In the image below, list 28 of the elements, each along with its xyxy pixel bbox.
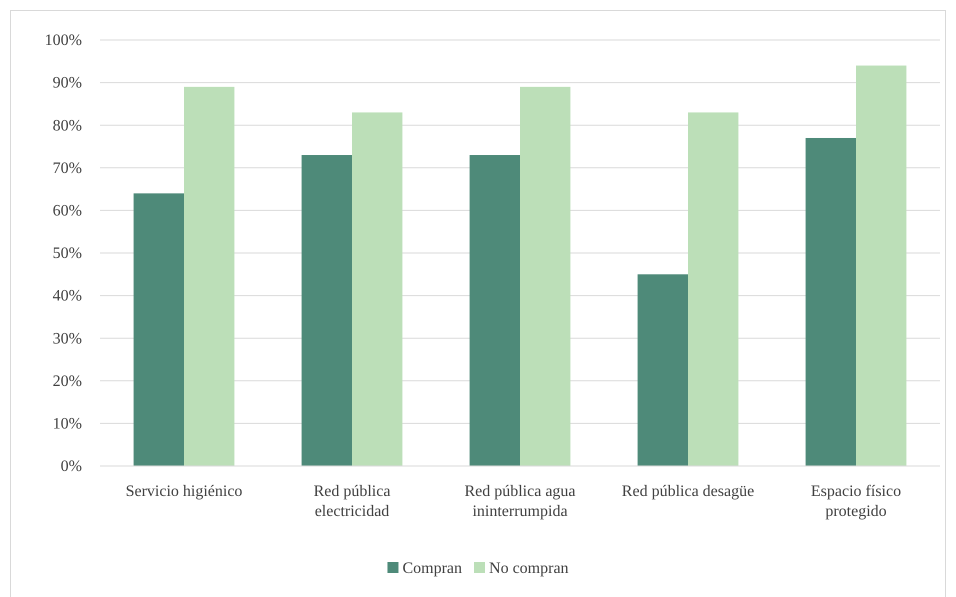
y-tick-label: 0%: [60, 458, 82, 476]
x-tick-label: Servicio higiénico: [126, 483, 242, 500]
y-tick-label: 80%: [52, 117, 82, 134]
y-tick-label: 90%: [52, 74, 82, 92]
x-tick-label: Espacio físico protegido: [810, 483, 902, 520]
y-tick-label: 70%: [52, 160, 82, 177]
x-tick-label: Red pública electricidad: [314, 483, 390, 520]
legend-label: Compran: [402, 560, 462, 577]
y-tick-label: 10%: [52, 416, 82, 433]
legend-label: No compran: [489, 560, 569, 577]
x-tick-label: Red pública desagüe: [622, 483, 754, 500]
bar: [134, 193, 184, 466]
y-tick-label: 40%: [52, 288, 82, 305]
bar: [856, 66, 906, 466]
bar: [184, 86, 234, 466]
y-tick-label: 50%: [52, 245, 82, 262]
bar: [520, 86, 570, 466]
bar: [806, 138, 856, 466]
x-tick-label: Red pública agua ininterrumpida: [464, 483, 576, 520]
y-tick-label: 30%: [52, 330, 82, 348]
y-tick-label: 20%: [52, 372, 82, 390]
bar: [638, 274, 688, 466]
bar: [302, 155, 352, 466]
bar: [688, 112, 738, 466]
bar: [470, 155, 520, 466]
bar: [352, 112, 402, 466]
y-tick-label: 60%: [52, 202, 82, 220]
y-tick-label: 100%: [44, 32, 82, 50]
